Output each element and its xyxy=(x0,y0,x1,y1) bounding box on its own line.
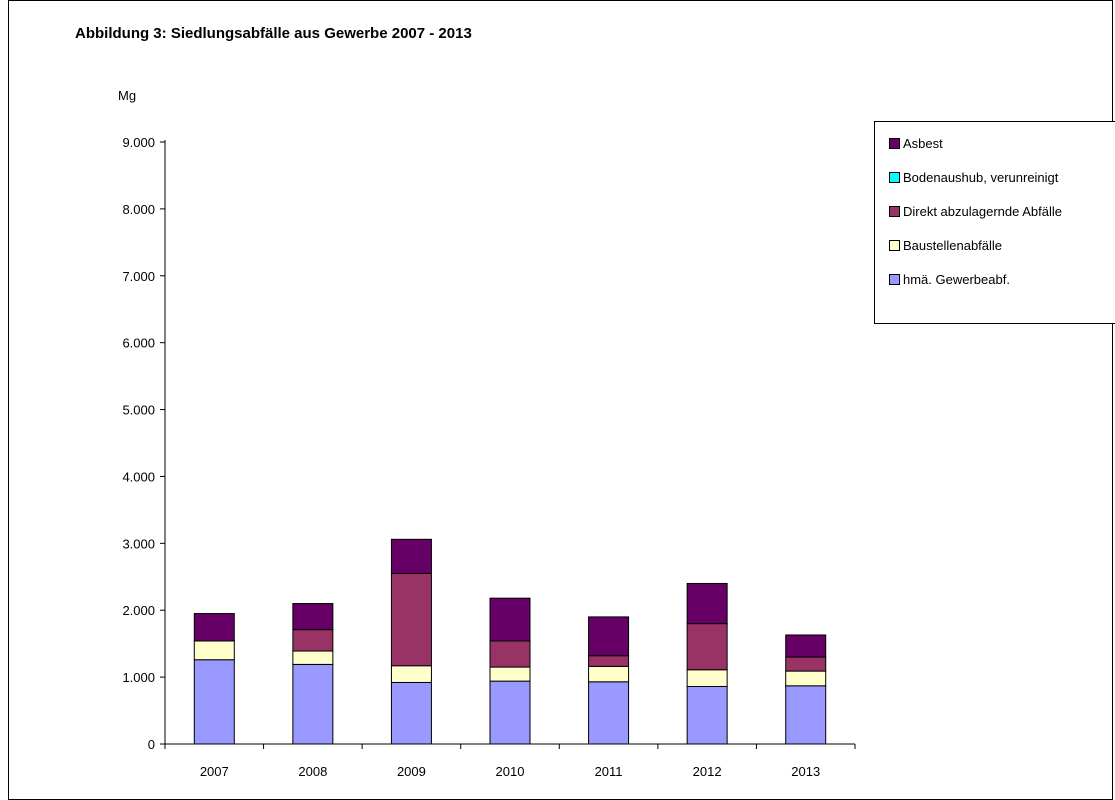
legend-item: Asbest xyxy=(889,135,943,151)
legend-item: hmä. Gewerbeabf. xyxy=(889,271,1010,287)
bar-segment xyxy=(292,603,334,631)
y-tick-label: 0 xyxy=(148,737,155,752)
legend-swatch xyxy=(889,239,900,251)
legend-label: Asbest xyxy=(903,135,943,151)
x-tick-label: 2013 xyxy=(791,764,820,779)
bar-segment xyxy=(390,665,432,683)
bar-segment xyxy=(588,655,630,667)
bar-segment xyxy=(390,572,432,667)
x-tick-label: 2012 xyxy=(693,764,722,779)
y-tick-label: 9.000 xyxy=(122,135,155,150)
y-tick-label: 4.000 xyxy=(122,469,155,484)
bar-segment xyxy=(292,650,334,665)
bar-segment xyxy=(390,681,432,745)
bar-segment xyxy=(489,666,531,682)
bar-segment xyxy=(193,659,235,745)
bar-segment xyxy=(588,681,630,745)
bar-segment xyxy=(686,582,728,625)
bar-segment xyxy=(588,665,630,683)
bar-segment xyxy=(785,634,827,658)
bar-segment xyxy=(686,669,728,687)
legend-label: hmä. Gewerbeabf. xyxy=(903,271,1010,287)
bar-segment xyxy=(785,656,827,672)
x-tick-label: 2008 xyxy=(298,764,327,779)
legend-swatch xyxy=(889,205,900,217)
bar-segment xyxy=(193,613,235,642)
chart-legend: Asbest Bodenaushub, verunreinigt Direkt ab… xyxy=(874,121,1115,324)
x-tick-label: 2007 xyxy=(200,764,229,779)
y-axis-label: Mg xyxy=(118,88,136,103)
y-tick-label: 2.000 xyxy=(122,603,155,618)
legend-label: Bodenaushub, verunreinigt xyxy=(903,169,1059,185)
bar-segment xyxy=(686,623,728,671)
y-tick-label: 1.000 xyxy=(122,670,155,685)
bar-segment xyxy=(292,663,334,745)
legend-swatch xyxy=(889,273,900,285)
legend-swatch xyxy=(889,137,900,149)
y-tick-label: 3.000 xyxy=(122,536,155,551)
y-tick-label: 7.000 xyxy=(122,269,155,284)
legend-label: Baustellenabfälle xyxy=(903,237,1003,253)
x-tick-label: 2009 xyxy=(397,764,426,779)
legend-item: Bodenaushub, verunreinigt xyxy=(889,169,1058,185)
x-tick-label: 2010 xyxy=(496,764,525,779)
bar-segment xyxy=(588,616,630,657)
x-tick-label: 2011 xyxy=(595,764,623,779)
bar-segment xyxy=(193,640,235,661)
legend-item: Direkt abzulagernde Abfälle xyxy=(889,203,1062,219)
chart-title: Abbildung 3: Siedlungsabfälle aus Gewerb… xyxy=(75,25,472,42)
legend-item: Baustellenabfälle xyxy=(889,237,1002,253)
bar-segment xyxy=(785,685,827,745)
bar-segment xyxy=(390,538,432,574)
y-tick-label: 6.000 xyxy=(122,336,155,351)
bar-segment xyxy=(686,685,728,745)
bar-segment xyxy=(292,629,334,652)
bar-segment xyxy=(785,670,827,687)
y-tick-label: 5.000 xyxy=(122,403,155,418)
y-tick-label: 8.000 xyxy=(122,202,155,217)
bar-segment xyxy=(489,680,531,745)
legend-swatch xyxy=(889,171,900,183)
bar-segment xyxy=(489,597,531,642)
bar-segment xyxy=(489,640,531,668)
legend-label: Direkt abzulagernde Abfälle xyxy=(903,203,1062,219)
